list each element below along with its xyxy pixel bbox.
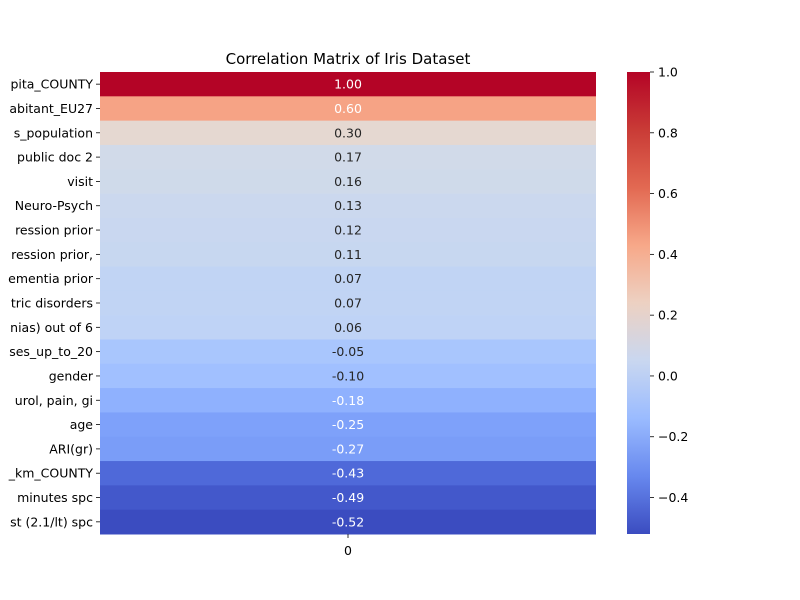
colorbar-tick-label: 0.8 <box>658 125 678 140</box>
colorbar-tick-label: 0.6 <box>658 186 678 201</box>
row-label: age <box>70 417 94 432</box>
heatmap-cell <box>100 193 596 219</box>
cell-value-label: -0.52 <box>332 514 364 529</box>
row-label: minutes spc <box>17 490 93 505</box>
cell-value-label: 0.13 <box>334 198 362 213</box>
heatmap-cell <box>100 290 596 316</box>
cell-value-label: -0.10 <box>332 368 364 383</box>
cell-value-label: -0.05 <box>332 344 364 359</box>
cell-value-label: -0.49 <box>332 490 364 505</box>
row-label: ARI(gr) <box>49 441 93 456</box>
row-label: abitant_EU27 <box>9 101 93 116</box>
heatmap-cell <box>100 436 596 462</box>
heatmap-cells: 1.00 0.60 0.30 0.17 0.16 0.13 0.12 0.11 0.07 0.07… <box>100 72 596 535</box>
heatmap-cell <box>100 144 596 170</box>
row-label: nias) out of 6 <box>10 320 93 335</box>
row-label: tric disorders <box>11 296 93 311</box>
row-label: s_population <box>14 125 93 140</box>
row-label: st (2.1/lt) spc <box>10 514 93 529</box>
column-label: 0 <box>344 543 352 558</box>
cell-value-label: 0.12 <box>334 223 362 238</box>
heatmap-cell <box>100 217 596 243</box>
cell-value-label: 0.07 <box>334 296 362 311</box>
cell-value-label: -0.18 <box>332 393 364 408</box>
heatmap-cell <box>100 412 596 438</box>
row-label: urol, pain, gi <box>15 393 93 408</box>
row-label: ses_up_to_20 <box>9 344 93 359</box>
colorbar-tick-label: 0.0 <box>658 368 678 383</box>
row-label: ementia prior <box>8 271 94 286</box>
colorbar-tick-label: −0.2 <box>658 429 688 444</box>
colorbar: 1.0 0.8 0.6 0.4 0.2 0.0 −0.2 −0.4 <box>627 65 688 534</box>
cell-value-label: -0.25 <box>332 417 364 432</box>
heatmap-cell <box>100 363 596 389</box>
heatmap-cell <box>100 388 596 413</box>
cell-value-label: 0.07 <box>334 271 362 286</box>
row-label: _km_COUNTY <box>8 466 94 481</box>
cell-value-label: -0.43 <box>332 466 364 481</box>
colorbar-tick-label: −0.4 <box>658 490 688 505</box>
cell-value-label: 0.16 <box>334 174 362 189</box>
heatmap-cell <box>100 339 596 365</box>
cell-value-label: 0.60 <box>334 101 362 116</box>
heatmap-cell <box>100 509 596 535</box>
colorbar-gradient <box>627 72 650 534</box>
heatmap-cell <box>100 485 596 511</box>
row-labels: pita_COUNTY abitant_EU27 s_populationpubli… <box>8 77 100 529</box>
row-label: Neuro-Psych <box>15 198 93 213</box>
heatmap-cell <box>100 315 596 340</box>
cell-value-label: 0.06 <box>334 320 362 335</box>
heatmap-cell <box>100 461 596 486</box>
row-label: ression prior <box>15 223 94 238</box>
row-label: pita_COUNTY <box>10 77 93 92</box>
heatmap-cell <box>100 120 596 146</box>
cell-value-label: 1.00 <box>334 77 362 92</box>
colorbar-tick-label: 0.4 <box>658 247 678 262</box>
colorbar-tick-label: 0.2 <box>658 308 678 323</box>
heatmap-cell <box>100 72 596 97</box>
chart-title: Correlation Matrix of Iris Dataset <box>226 50 471 68</box>
cell-value-label: 0.11 <box>334 247 362 262</box>
cell-value-label: 0.17 <box>334 150 362 165</box>
heatmap-cell <box>100 242 596 268</box>
cell-value-label: -0.27 <box>332 441 364 456</box>
cell-value-label: 0.30 <box>334 125 362 140</box>
row-label: visit <box>67 174 93 189</box>
colorbar-tick-label: 1.0 <box>658 65 678 80</box>
column-labels: 0 <box>344 534 352 558</box>
heatmap-cell <box>100 169 596 195</box>
heatmap-cell <box>100 96 596 122</box>
row-label: ression prior, <box>11 247 93 262</box>
row-label: public doc 2 <box>17 150 93 165</box>
row-label: gender <box>49 368 94 383</box>
heatmap-cell <box>100 266 596 292</box>
